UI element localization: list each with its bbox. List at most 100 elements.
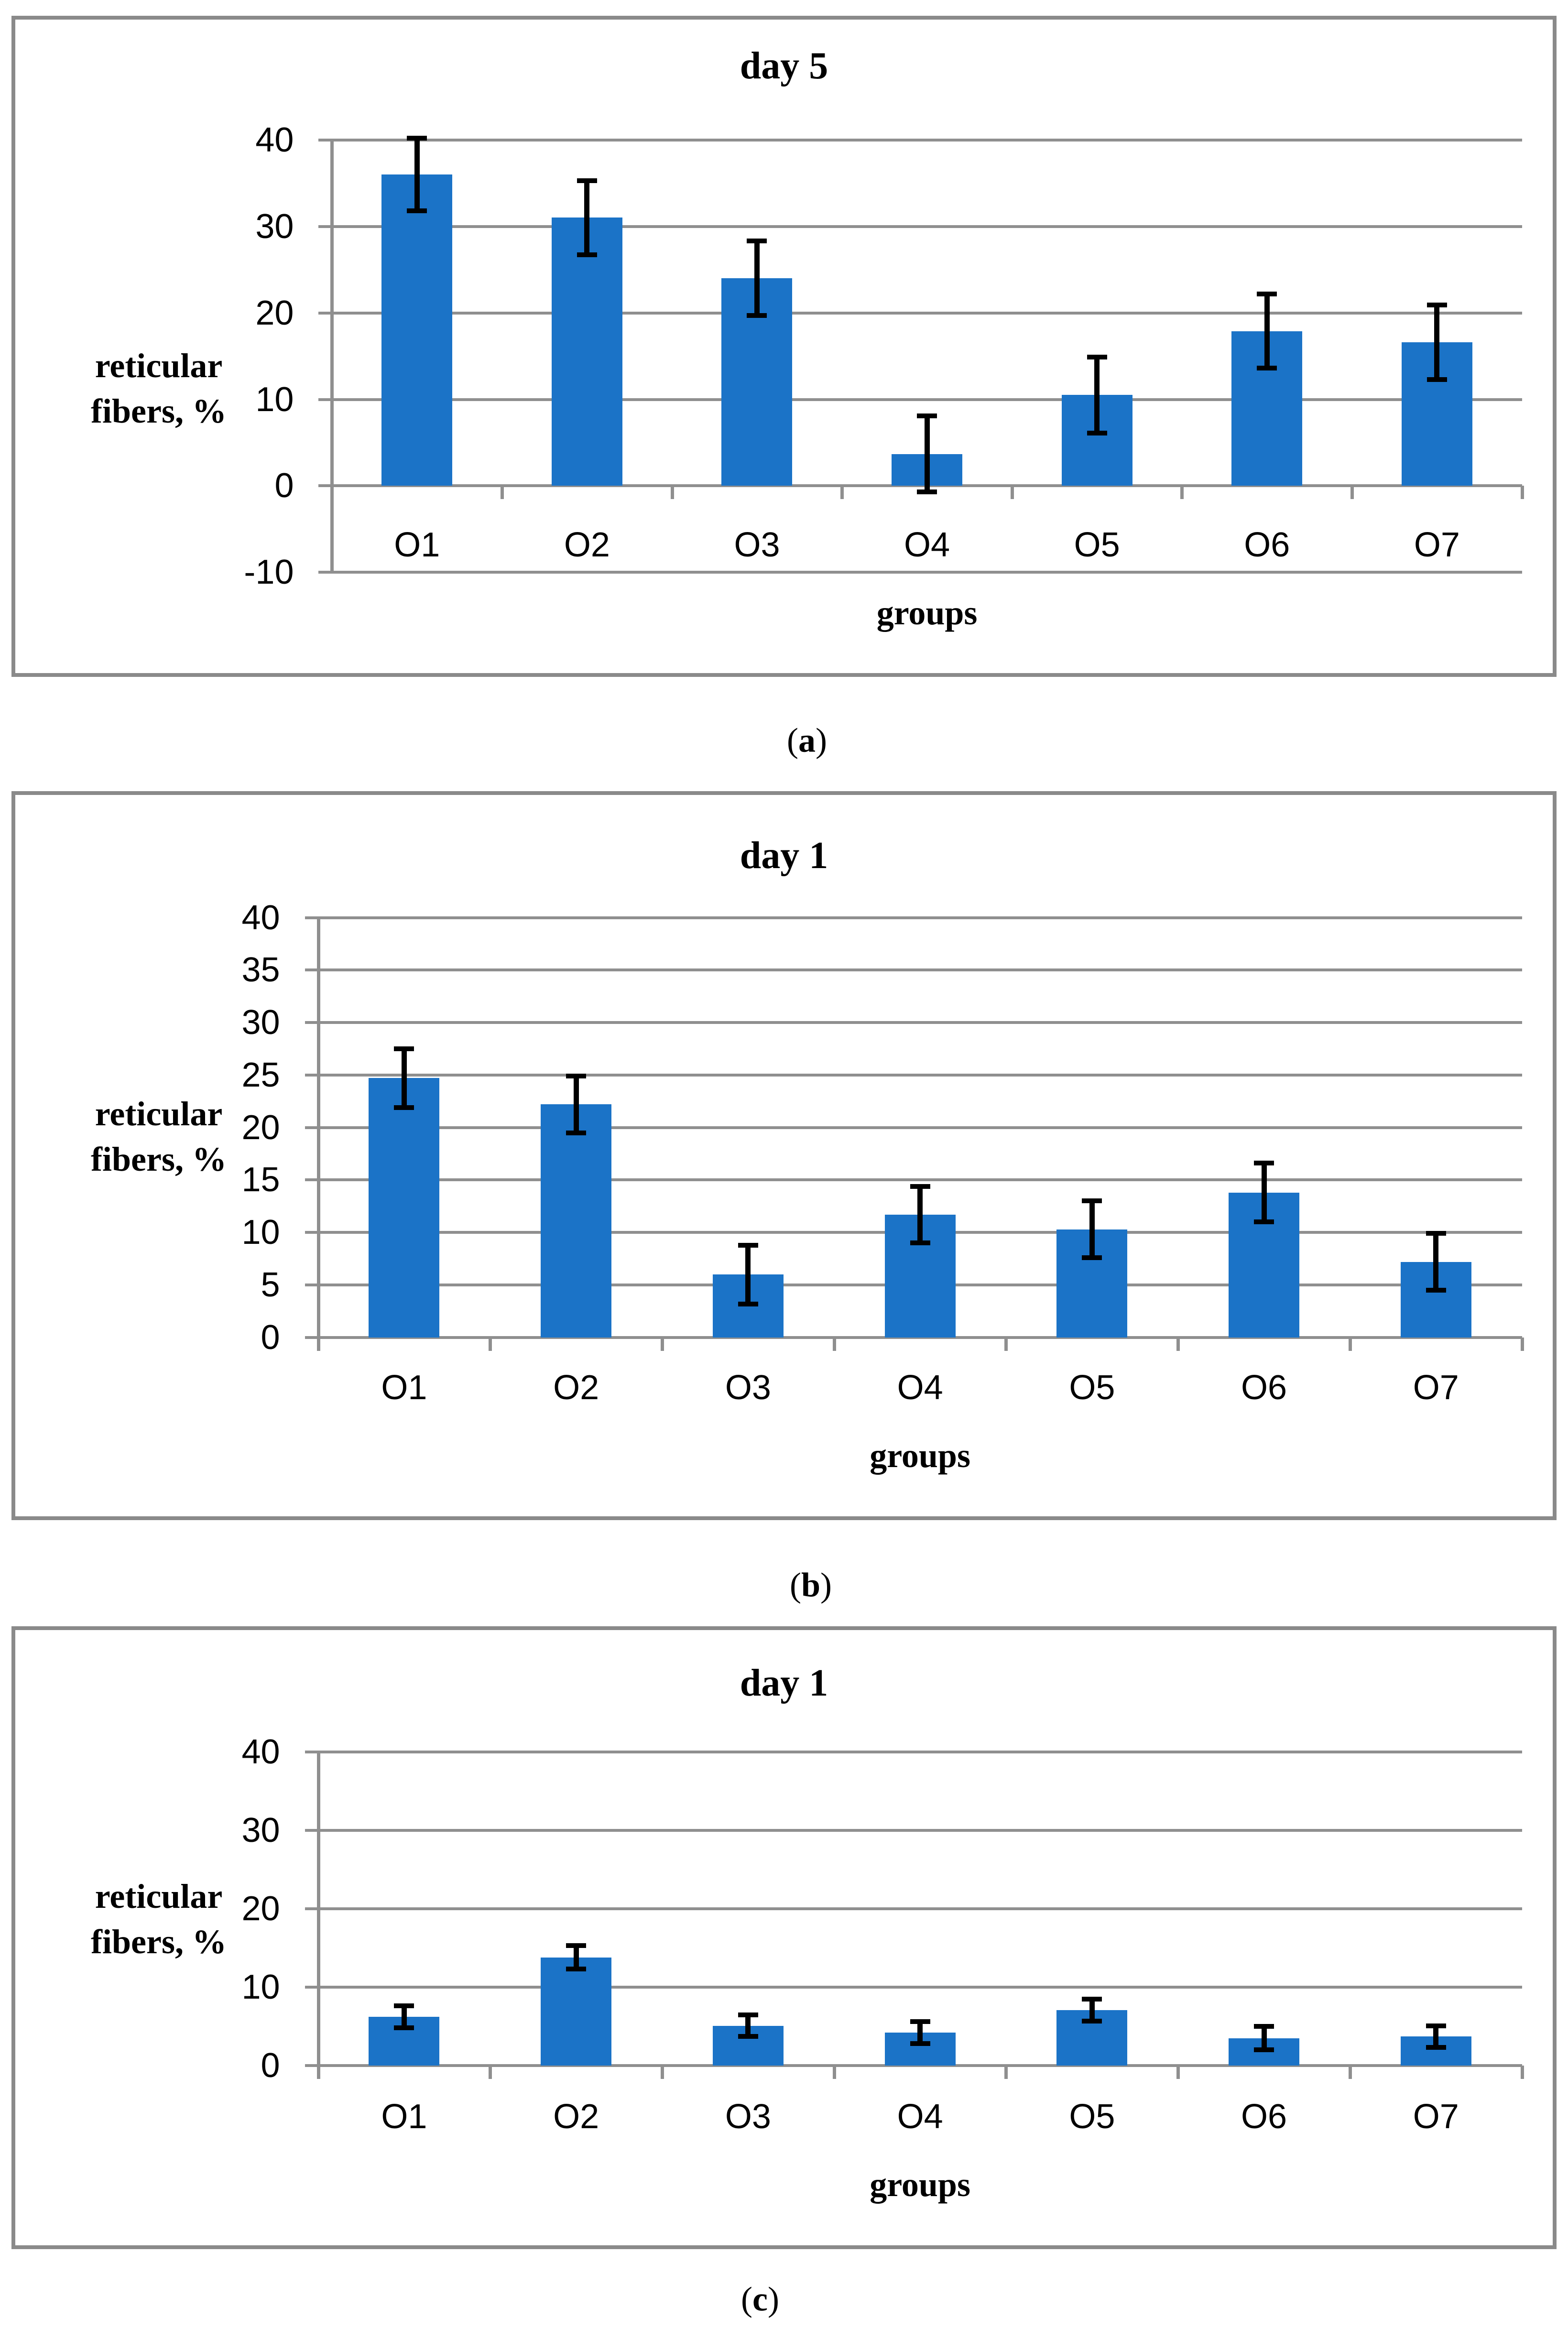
error-bar-cap-top: [394, 1046, 414, 1051]
gridline: [318, 1021, 1522, 1024]
category-label: O5: [1069, 2098, 1115, 2136]
y-axis-line: [330, 140, 334, 573]
caption-letter: a: [798, 721, 816, 760]
y-tick-label: 15: [241, 1161, 280, 1199]
category-label: O1: [381, 1369, 427, 1407]
error-bar-cap-top: [566, 1943, 587, 1948]
bar: [541, 1957, 612, 2066]
x-tick-mark: [316, 1337, 320, 1351]
y-axis-title-line1: reticular: [95, 347, 223, 385]
y-axis-title: reticular fibers, %: [34, 1091, 283, 1182]
y-tick-label: 5: [261, 1265, 280, 1304]
y-tick-label: 0: [274, 467, 294, 505]
x-axis-title: groups: [870, 1436, 970, 1475]
bar: [541, 1104, 612, 1338]
error-bar-cap-bottom: [917, 490, 937, 495]
error-bar-cap-top: [1254, 2024, 1274, 2029]
y-tick-mark: [305, 1231, 318, 1234]
gridline: [318, 1126, 1522, 1129]
error-bar-cap-top: [1257, 291, 1277, 296]
x-tick-mark: [489, 2066, 492, 2079]
gridline: [318, 2064, 1522, 2067]
category-label: O1: [381, 2098, 427, 2136]
category-label: O2: [564, 526, 610, 565]
category-label: O5: [1069, 1369, 1115, 1407]
gridline: [332, 138, 1522, 141]
x-tick-mark: [1520, 486, 1524, 500]
error-bar-cap-bottom: [910, 2041, 930, 2046]
caption-letter: c: [752, 2280, 768, 2318]
gridline: [318, 1073, 1522, 1077]
error-bar-line: [1094, 357, 1100, 434]
error-bar-line: [1434, 305, 1440, 380]
y-tick-label: 0: [261, 2046, 280, 2085]
error-bar-line: [917, 1186, 923, 1243]
error-bar-cap-top: [1082, 1198, 1102, 1204]
x-tick-mark: [661, 2066, 664, 2079]
error-bar-cap-top: [394, 2003, 414, 2009]
error-bar-line: [1261, 1163, 1267, 1222]
category-label: O3: [725, 1369, 771, 1407]
x-tick-mark: [661, 1337, 664, 1351]
error-bar-cap-bottom: [1254, 2047, 1274, 2053]
gridline: [318, 1828, 1522, 1832]
error-bar-line: [401, 2006, 407, 2028]
figure-caption-b: (b): [790, 1566, 832, 1605]
bar: [381, 174, 453, 486]
category-label: O1: [394, 526, 440, 565]
error-bar-line: [401, 1048, 407, 1108]
bar: [369, 1078, 440, 1338]
error-bar-cap-top: [738, 1242, 758, 1248]
chart-panel-b: day 1 reticular fibers, % groups 0 5 10 15 2…: [11, 791, 1557, 1520]
gridline: [332, 225, 1522, 228]
x-tick-mark: [1176, 1337, 1180, 1351]
y-axis-title-line2: fibers, %: [91, 392, 227, 431]
y-tick-label: -10: [244, 553, 294, 592]
x-tick-mark: [489, 1337, 492, 1351]
category-label: O6: [1241, 1369, 1287, 1407]
error-bar-cap-top: [577, 178, 597, 183]
x-tick-mark: [1180, 486, 1184, 500]
caption-paren-close: ): [767, 2280, 779, 2318]
category-label: O3: [734, 526, 780, 565]
x-tick-mark: [1004, 2066, 1008, 2079]
error-bar-line: [745, 2014, 751, 2037]
x-tick-mark: [1520, 2066, 1524, 2079]
y-tick-label: 30: [241, 1003, 280, 1042]
error-bar-line: [1264, 294, 1270, 369]
y-tick-mark: [305, 1828, 318, 1832]
error-bar-cap-top: [1254, 1161, 1274, 1166]
x-tick-mark: [316, 2066, 320, 2079]
category-label: O4: [897, 2098, 943, 2136]
y-tick-mark: [318, 571, 332, 574]
y-tick-label: 40: [241, 898, 280, 937]
x-tick-mark: [1350, 486, 1354, 500]
y-tick-mark: [305, 2064, 318, 2067]
y-axis-title: reticular fibers, %: [34, 1874, 283, 1965]
error-bar-cap-bottom: [747, 313, 767, 318]
y-axis-title-line2: fibers, %: [91, 1140, 227, 1179]
y-tick-mark: [305, 1178, 318, 1182]
y-tick-mark: [305, 1073, 318, 1077]
y-tick-label: 10: [241, 1213, 280, 1252]
error-bar-line: [924, 415, 930, 492]
error-bar-cap-top: [738, 2012, 758, 2017]
category-label: O2: [553, 1369, 599, 1407]
chart-title: day 1: [740, 834, 828, 877]
error-bar-cap-top: [1426, 2023, 1446, 2028]
gridline: [318, 916, 1522, 919]
y-tick-mark: [318, 311, 332, 315]
error-bar-cap-top: [747, 239, 767, 244]
x-tick-mark: [1010, 486, 1014, 500]
chart-panel-a: day 5 reticular fibers, % groups -10 0 10 2…: [11, 16, 1557, 677]
figure-caption-c: (c): [741, 2280, 779, 2319]
y-tick-mark: [318, 398, 332, 401]
error-bar-cap-top: [566, 1074, 587, 1079]
error-bar-cap-bottom: [1254, 1219, 1274, 1225]
error-bar-line: [1433, 2025, 1439, 2048]
caption-letter: b: [801, 1566, 821, 1604]
y-tick-mark: [305, 916, 318, 919]
x-tick-mark: [1004, 1337, 1008, 1351]
category-label: O7: [1413, 1369, 1459, 1407]
y-tick-label: 30: [255, 207, 294, 246]
